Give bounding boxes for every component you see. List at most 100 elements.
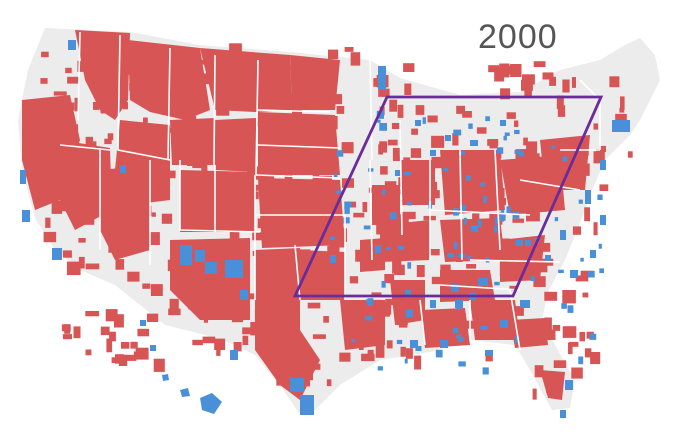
county-red [412, 307, 418, 313]
county-blue [589, 333, 597, 340]
county-red [255, 166, 268, 180]
county-red [100, 107, 110, 114]
county-blue [570, 270, 578, 278]
county-red [526, 141, 538, 150]
county-red [298, 343, 306, 353]
county-red [370, 299, 382, 308]
county-red [179, 211, 191, 217]
county-red [445, 332, 457, 337]
county-red [60, 149, 71, 156]
county-red [461, 243, 466, 254]
county-red [462, 111, 472, 118]
county-blue [333, 173, 338, 179]
county-red [185, 208, 195, 220]
county-red [414, 355, 422, 370]
county-red [593, 151, 605, 164]
county-red [539, 242, 551, 252]
county-red [416, 265, 425, 277]
county-red [407, 282, 418, 296]
county-red [562, 326, 577, 338]
county-red [143, 117, 148, 123]
county-red [472, 213, 480, 225]
county-red [326, 379, 332, 387]
county-red [431, 135, 445, 148]
county-red [125, 211, 133, 223]
county-red [187, 269, 201, 279]
county-blue [512, 211, 520, 219]
county-red [136, 194, 144, 204]
county-red [185, 91, 196, 98]
county-red [425, 181, 438, 193]
county-red [136, 227, 144, 237]
county-blue [336, 150, 344, 157]
county-red [510, 325, 518, 337]
county-red [136, 242, 144, 251]
county-blue [560, 230, 566, 240]
county-red [152, 57, 159, 67]
county-blue [378, 66, 386, 90]
county-red [386, 340, 393, 349]
county-red [494, 68, 505, 82]
county-blue [347, 202, 353, 207]
county-red [87, 141, 97, 152]
county-red [533, 198, 548, 212]
county-blue [180, 245, 192, 265]
county-red [376, 223, 390, 235]
county-red [620, 96, 625, 110]
county-red [161, 213, 173, 224]
county-red [544, 317, 552, 331]
county-blue [375, 245, 381, 253]
county-blue [567, 305, 574, 313]
county-red [202, 336, 216, 344]
county-red [254, 309, 268, 321]
county-red [127, 271, 140, 282]
county-red [146, 232, 160, 245]
county-blue [506, 206, 511, 215]
county-blue [382, 189, 386, 195]
county-red [328, 94, 343, 105]
county-red [362, 202, 368, 213]
county-red [98, 152, 104, 167]
county-red [281, 114, 294, 129]
county-blue [463, 217, 467, 225]
county-blue [514, 150, 521, 154]
county-red [192, 339, 203, 346]
county-red [157, 127, 171, 133]
county-red [532, 185, 547, 193]
county-red [242, 327, 255, 335]
county-red [85, 160, 90, 172]
county-red [281, 93, 293, 98]
county-red [500, 88, 511, 100]
county-red [494, 188, 505, 198]
county-red [530, 336, 544, 342]
county-red [159, 183, 164, 193]
hawaii-island-2 [180, 388, 190, 397]
county-red [336, 106, 345, 114]
county-blue [454, 241, 458, 250]
county-blue [456, 302, 462, 310]
county-red [212, 306, 225, 315]
county-red [590, 352, 601, 365]
county-red [327, 245, 340, 254]
county-red [319, 175, 332, 182]
county-red [284, 169, 293, 181]
county-red [403, 286, 409, 293]
county-red [300, 380, 311, 387]
county-red [51, 200, 63, 214]
county-red [331, 237, 345, 248]
county-red [107, 133, 114, 141]
county-blue [578, 356, 584, 365]
state-borders [59, 31, 601, 351]
county-blue [405, 309, 413, 318]
county-red [552, 324, 561, 331]
county-red [476, 127, 487, 134]
county-blue [598, 243, 602, 249]
county-red [379, 141, 388, 153]
county-red [307, 302, 321, 309]
county-red [171, 46, 181, 51]
county-red [250, 184, 264, 191]
county-region-red [170, 118, 215, 165]
county-red [67, 76, 79, 84]
